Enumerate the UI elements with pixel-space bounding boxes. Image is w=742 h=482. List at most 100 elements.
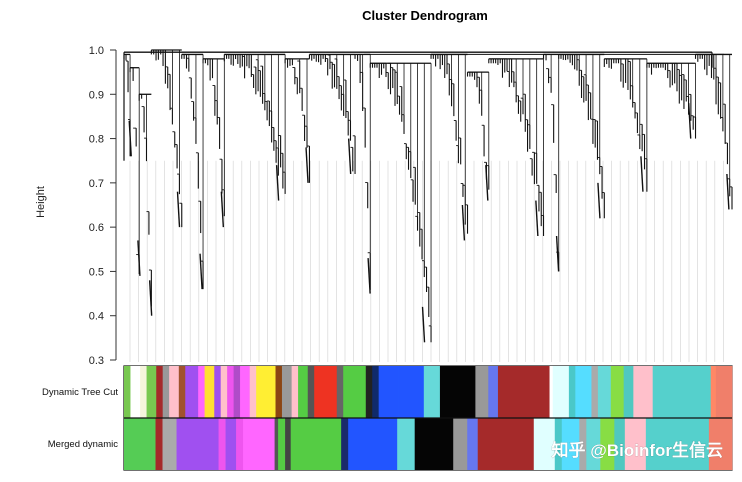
module-color-segment <box>554 418 563 470</box>
dendrogram-branch <box>123 53 132 157</box>
module-color-segment <box>378 366 399 418</box>
dendrogram-branch <box>202 58 225 228</box>
module-color-segment <box>236 418 244 470</box>
module-color-segment <box>600 418 615 470</box>
module-color-segment <box>307 366 315 418</box>
dendrogram-branch <box>466 71 490 201</box>
dendrogram-branch <box>542 53 560 272</box>
module-color-segment <box>365 366 373 418</box>
dendrogram-branch <box>694 53 733 210</box>
module-color-segment <box>155 418 163 470</box>
module-color-segment <box>397 418 416 470</box>
module-color-segment <box>278 418 286 470</box>
module-color-segment <box>218 418 226 470</box>
module-color-segment <box>162 418 177 470</box>
module-color-segment <box>398 366 425 418</box>
module-color-segment <box>243 418 275 470</box>
dendrogram-branch <box>181 53 204 290</box>
module-color-segment <box>290 418 342 470</box>
dendrogram-branch <box>354 53 371 294</box>
module-color-segment <box>298 366 309 418</box>
color-row-label: Merged dynamic <box>48 439 118 450</box>
module-color-segment <box>124 366 131 418</box>
module-color-segment <box>467 418 479 470</box>
module-color-segment <box>343 366 367 418</box>
module-color-segment <box>249 366 257 418</box>
module-color-segment <box>586 418 601 470</box>
module-color-segment <box>124 418 156 470</box>
dendrogram-branch <box>150 49 183 228</box>
module-color-segment <box>708 418 733 470</box>
module-color-segment <box>610 366 625 418</box>
module-color-segment <box>645 418 710 470</box>
module-color-segment <box>146 366 157 418</box>
dendrogram-branch <box>223 53 286 201</box>
module-color-segment <box>497 366 550 418</box>
y-tick-label: 0.6 <box>89 222 104 234</box>
module-color-segment <box>285 418 292 470</box>
module-color-segment <box>372 366 380 418</box>
module-color-segment <box>652 366 712 418</box>
module-color-segment <box>256 366 276 418</box>
module-color-segment <box>162 366 170 418</box>
dendrogram-branch <box>308 53 356 175</box>
module-color-segment <box>477 418 535 470</box>
color-row <box>124 418 733 470</box>
module-color-segment <box>623 366 634 418</box>
module-color-segment <box>475 366 489 418</box>
module-color-segment <box>176 418 219 470</box>
module-color-segment <box>275 366 283 418</box>
module-color-segment <box>549 366 554 418</box>
module-color-segment <box>348 418 398 470</box>
color-row <box>124 366 733 418</box>
module-color-segment <box>488 366 499 418</box>
dendrogram-branch <box>138 93 153 316</box>
module-color-segment <box>579 418 587 470</box>
y-tick-label: 1.0 <box>89 45 104 57</box>
module-color-segment <box>233 366 241 418</box>
module-color-segment <box>204 366 215 418</box>
module-color-segment <box>414 418 454 470</box>
module-color-segment <box>614 418 626 470</box>
dendrogram-guide-lines <box>129 160 724 362</box>
module-color-segment <box>591 366 599 418</box>
y-axis-label: Height <box>35 186 47 218</box>
module-color-segment <box>225 418 237 470</box>
module-color-segment <box>214 366 222 418</box>
color-row-label: Dynamic Tree Cut <box>42 387 118 398</box>
module-color-segment <box>575 366 592 418</box>
dendrogram-tree <box>123 49 733 343</box>
module-color-segment <box>314 366 338 418</box>
y-axis: 0.3 0.4 0.5 0.6 0.7 0.8 0.9 1.0 <box>89 45 117 367</box>
module-color-segment <box>423 366 441 418</box>
module-color-segment <box>715 366 733 418</box>
dendrogram-branch <box>603 58 648 192</box>
module-color-segment <box>227 366 235 418</box>
module-color-segment <box>274 418 279 470</box>
module-color-segment <box>710 366 717 418</box>
y-tick-label: 0.9 <box>89 89 104 101</box>
y-tick-label: 0.4 <box>89 311 104 323</box>
watermark-text: 知乎 @Bioinfor生信云 <box>551 440 723 460</box>
y-tick-label: 0.3 <box>89 355 104 367</box>
module-color-segment <box>240 366 251 418</box>
module-color-segment <box>624 418 647 470</box>
dendrogram-branch <box>430 53 469 241</box>
module-color-segment <box>568 366 576 418</box>
module-color-segment <box>336 366 344 418</box>
dendrogram-branch <box>558 53 605 219</box>
module-color-segment <box>198 366 205 418</box>
module-color-segment <box>633 366 654 418</box>
module-color-segment <box>281 366 293 418</box>
module-color-segment <box>597 366 612 418</box>
module-color-segment <box>291 366 299 418</box>
dendrogram-branch <box>646 62 697 139</box>
module-color-segment <box>552 366 570 418</box>
module-color-segment <box>439 366 476 418</box>
dendrogram-branch <box>284 58 310 183</box>
module-color-segment <box>169 366 180 418</box>
module-color-segment <box>130 366 141 418</box>
module-color-segment <box>140 366 147 418</box>
chart-title: Cluster Dendrogram <box>362 8 488 23</box>
